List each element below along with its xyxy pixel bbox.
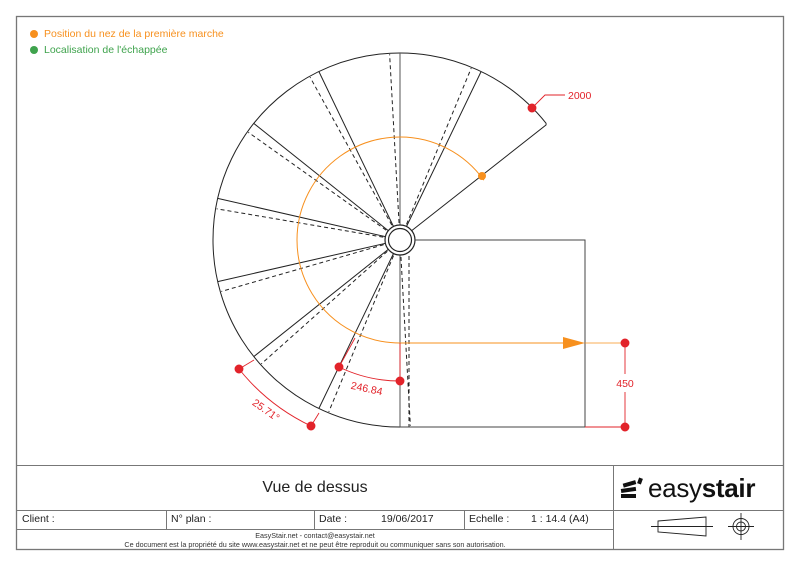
green-dot-icon xyxy=(30,46,38,54)
logo-wordmark: easystair xyxy=(648,472,756,503)
tread-nosing-line xyxy=(248,131,387,231)
tread-edge-line xyxy=(318,253,394,409)
dimension-landing: 450 xyxy=(616,378,634,390)
landing xyxy=(400,239,586,428)
center-post-outer xyxy=(384,224,416,256)
tread-nosing-line xyxy=(260,250,388,365)
tread-nosing-line xyxy=(389,54,400,224)
dimension-angle: 25.71° xyxy=(250,397,282,424)
outer-stringer-arc xyxy=(212,52,547,428)
legend: Position du nez de la première marche Lo… xyxy=(30,26,224,58)
tread-nosing-line xyxy=(406,67,472,225)
legend-item-first-step: Position du nez de la première marche xyxy=(30,26,224,42)
easystair-logo: easystair xyxy=(620,470,780,506)
first-step-nose-marker xyxy=(478,172,486,180)
tread-nosing-line xyxy=(328,255,394,413)
tread-edge-line xyxy=(253,123,389,232)
contact-line: EasyStair.net - contact@easystair.net xyxy=(255,531,375,540)
walkline-arc xyxy=(296,136,485,344)
tread-edge-line xyxy=(217,242,386,283)
tread-edge-line xyxy=(253,248,389,357)
last-step-edge xyxy=(411,123,547,232)
view-title: Vue de dessus xyxy=(262,479,368,496)
client-label: Client : xyxy=(22,513,55,525)
center-post-inner xyxy=(387,227,413,253)
sheet-frame xyxy=(15,15,785,551)
date-value: 19/06/2017 xyxy=(381,513,434,525)
orange-dot-icon xyxy=(30,30,38,38)
legend-item-headroom: Localisation de l'échappée xyxy=(30,42,224,58)
dimension-diameter: 2000 xyxy=(568,90,592,102)
legend-label: Position du nez de la première marche xyxy=(44,28,224,40)
tread-nosing-line xyxy=(309,76,393,226)
first-angle-projection-icon xyxy=(651,513,754,540)
scale-value: 1 : 14.4 (A4) xyxy=(531,513,589,525)
scale-label: Echelle : xyxy=(469,513,510,525)
legend-label: Localisation de l'échappée xyxy=(44,44,168,56)
dimensions xyxy=(234,94,630,432)
tread-edge-line xyxy=(406,71,482,227)
copyright-line: Ce document est la propriété du site www… xyxy=(124,540,506,549)
spiral-staircase-top-view xyxy=(212,52,547,428)
plan-label: N° plan : xyxy=(171,513,212,525)
tread-nosing-line xyxy=(216,208,384,238)
tread-edge-line xyxy=(217,197,386,238)
date-label: Date : xyxy=(319,513,348,525)
dimension-tread: 246.84 xyxy=(350,380,384,398)
tread-nosing-line xyxy=(221,244,384,292)
tread-edge-line xyxy=(318,71,394,227)
walkline-arrow xyxy=(400,172,625,349)
title-block-grid xyxy=(16,465,784,550)
stairs-logo-icon xyxy=(620,477,643,498)
